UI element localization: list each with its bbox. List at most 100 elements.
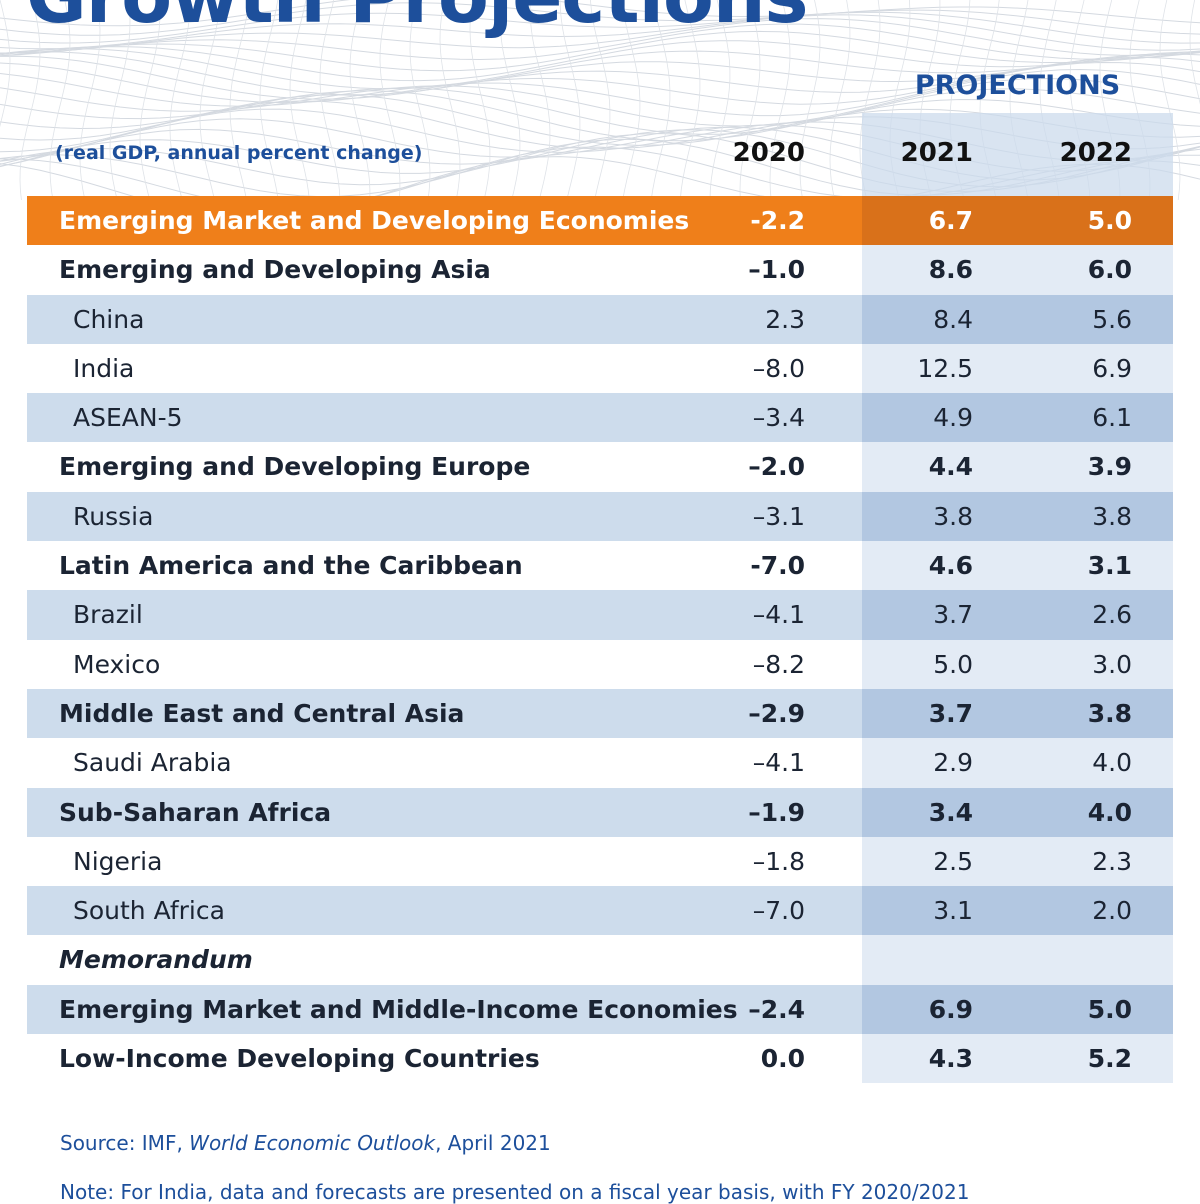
- wave-line: [0, 18, 1200, 56]
- wave-line: [229, 0, 250, 201]
- table-row: China 2.3 8.4 5.6: [27, 294, 1173, 344]
- row-label: China: [73, 304, 145, 334]
- row-label: Emerging and Developing Asia: [59, 255, 491, 285]
- table-row: Nigeria –1.8 2.5 2.3: [27, 836, 1173, 887]
- row-label: ASEAN-5: [73, 403, 183, 433]
- wave-line: [621, 0, 641, 201]
- wave-line: [259, 0, 279, 201]
- value-2020: –8.2: [752, 649, 805, 679]
- row-label: Nigeria: [73, 846, 163, 876]
- projection-cell-band: [862, 738, 1173, 788]
- wave-line: [349, 0, 371, 200]
- wave-line: [0, 48, 1200, 90]
- value-2022: 4.0: [1087, 797, 1132, 827]
- source-prefix: Source: IMF,: [60, 1131, 190, 1155]
- value-2021: 8.4: [933, 304, 973, 334]
- value-2020: –3.1: [752, 501, 805, 531]
- value-2020: –1.8: [752, 846, 805, 876]
- growth-table: Emerging Market and Developing Economies…: [27, 196, 1173, 1084]
- wave-line: [0, 0, 11, 128]
- wave-line: [709, 0, 731, 201]
- value-2020: -7.0: [750, 551, 805, 581]
- column-header-2021: 2021: [900, 138, 973, 168]
- wave-line: [559, 0, 581, 201]
- value-2021: 3.7: [933, 600, 973, 630]
- column-header-2022: 2022: [1059, 138, 1132, 168]
- table-row: South Africa –7.0 3.1 2.0: [27, 886, 1173, 936]
- wave-line: [0, 68, 1200, 117]
- row-label: Saudi Arabia: [73, 748, 232, 778]
- value-2022: 5.0: [1087, 994, 1132, 1024]
- units-note: (real GDP, annual percent change): [55, 142, 423, 164]
- projection-cell-band: [862, 787, 1173, 837]
- row-label: South Africa: [73, 896, 225, 926]
- wave-line: [469, 0, 491, 201]
- wave-line: [409, 0, 431, 201]
- projection-cell-band: [862, 541, 1173, 591]
- wave-line: [19, 0, 41, 201]
- value-2021: 4.9: [933, 403, 973, 433]
- row-label: Emerging Market and Middle-Income Econom…: [59, 994, 738, 1024]
- value-2020: –2.0: [748, 452, 805, 482]
- projection-cell-band: [862, 245, 1173, 295]
- value-2022: 6.1: [1092, 403, 1132, 433]
- row-label: Latin America and the Caribbean: [59, 551, 523, 581]
- value-2022: 2.6: [1092, 600, 1132, 630]
- value-2021: 5.0: [933, 649, 973, 679]
- value-2020: –1.9: [748, 797, 805, 827]
- table-row: India –8.0 12.5 6.9: [27, 343, 1173, 394]
- wave-line: [739, 0, 761, 201]
- projection-cell-band: [862, 442, 1173, 492]
- projection-cell-band: [862, 688, 1173, 739]
- value-2020: –3.4: [752, 403, 805, 433]
- value-2020: –4.1: [752, 600, 805, 630]
- value-2021: 12.5: [917, 353, 973, 383]
- value-2022: 2.3: [1092, 846, 1132, 876]
- wave-line: [799, 0, 821, 201]
- row-label: Brazil: [73, 600, 143, 630]
- wave-line: [529, 0, 551, 201]
- source-note: Source: IMF, World Economic Outlook, Apr…: [60, 1131, 551, 1155]
- projection-cell-band: [862, 393, 1173, 443]
- table-row: Memorandum: [27, 935, 1173, 985]
- wave-line: [139, 0, 161, 201]
- wave-line: [439, 0, 461, 201]
- table-row: Low-Income Developing Countries 0.0 4.3 5.2: [27, 1034, 1173, 1084]
- projections-header-band: [862, 113, 1173, 198]
- value-2020: –1.0: [748, 255, 805, 285]
- value-2022: 3.1: [1087, 551, 1132, 581]
- projection-cell-band: [862, 984, 1173, 1035]
- value-2021: 3.8: [933, 501, 973, 531]
- table-header: (real GDP, annual percent change) 2020 2…: [27, 128, 1173, 186]
- projection-cell-band: [862, 294, 1173, 344]
- wave-line: [679, 0, 701, 201]
- row-label: Emerging and Developing Europe: [59, 452, 531, 482]
- wave-line: [379, 0, 401, 201]
- value-2022: 3.8: [1087, 698, 1132, 728]
- projection-cell-band: [862, 343, 1173, 394]
- projection-cell-band: [862, 491, 1173, 542]
- row-label: Middle East and Central Asia: [59, 698, 465, 728]
- wave-line: [650, 0, 671, 201]
- value-2020: –4.1: [752, 748, 805, 778]
- projection-cell-band: [862, 639, 1173, 689]
- value-2022: 2.0: [1092, 896, 1132, 926]
- table-row: Emerging Market and Middle-Income Econom…: [27, 984, 1173, 1035]
- wave-line: [169, 0, 191, 201]
- value-2021: 4.4: [928, 452, 973, 482]
- table-row: Mexico –8.2 5.0 3.0: [27, 639, 1173, 689]
- value-2022: 3.8: [1092, 501, 1132, 531]
- value-2022: 3.9: [1087, 452, 1132, 482]
- wave-line: [0, 23, 1200, 61]
- value-2020: –2.4: [748, 994, 805, 1024]
- wave-line: [0, 11, 1200, 44]
- wave-line: [859, 0, 881, 201]
- value-2021: 6.7: [928, 206, 973, 235]
- table-row: Russia –3.1 3.8 3.8: [27, 491, 1173, 542]
- page-title: Growth Projections: [26, 0, 809, 40]
- wave-line: [590, 0, 611, 201]
- row-label: Emerging Market and Developing Economies: [59, 206, 690, 235]
- wave-line: [0, 2, 1200, 36]
- wave-line: [1189, 0, 1200, 105]
- row-label: Low-Income Developing Countries: [59, 1044, 540, 1074]
